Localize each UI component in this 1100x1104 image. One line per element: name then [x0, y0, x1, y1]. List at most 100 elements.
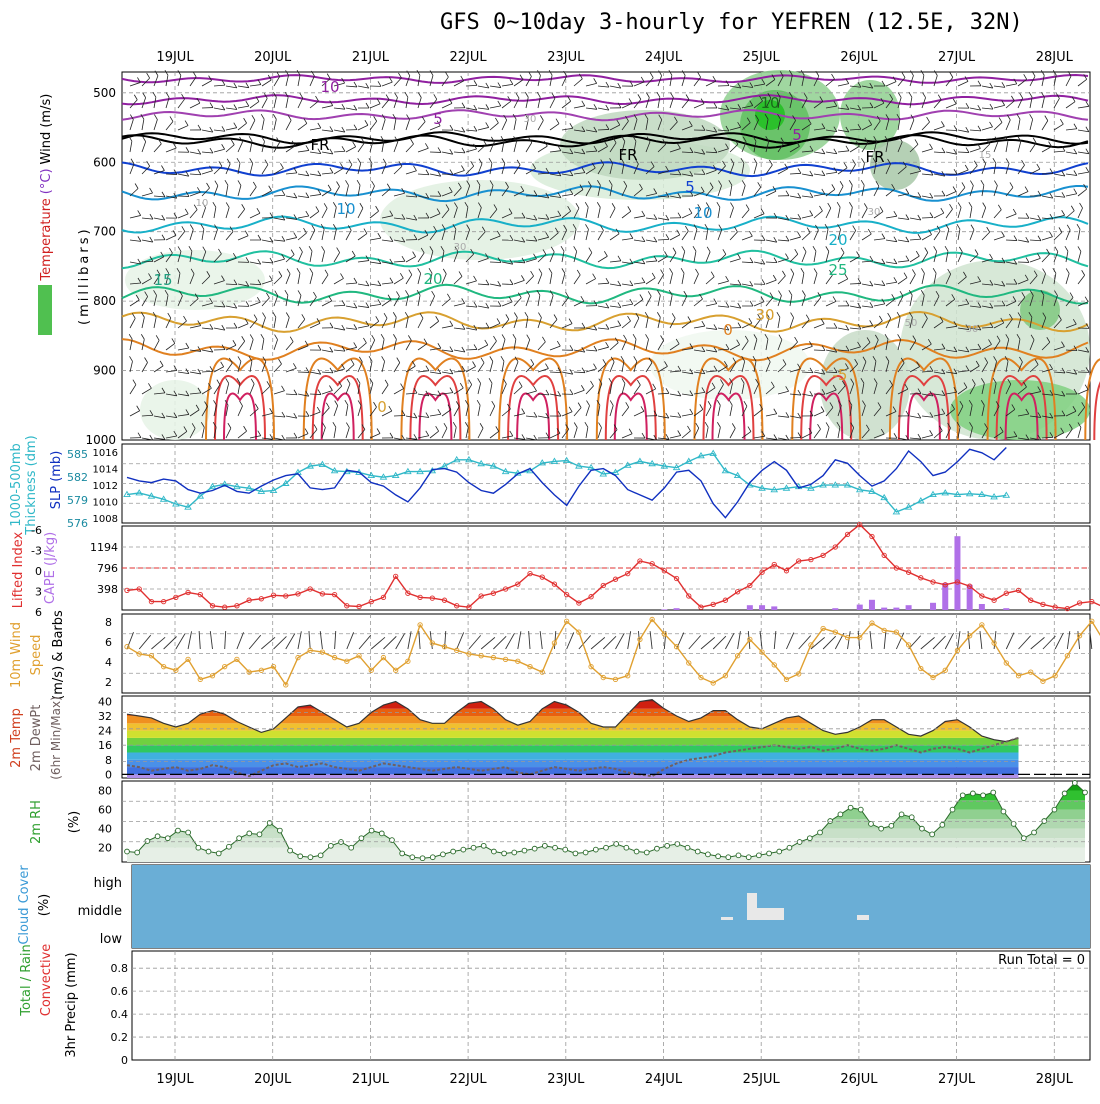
barb	[490, 262, 501, 263]
surface-barb	[725, 633, 734, 649]
barb	[286, 394, 297, 395]
barb-flag	[238, 180, 241, 185]
barb-flag	[294, 433, 297, 438]
slp-tick: 1010	[93, 498, 118, 509]
barb	[226, 383, 229, 394]
barb	[766, 280, 776, 284]
barb-flag	[762, 235, 765, 240]
barb-flag	[832, 74, 835, 79]
barb	[814, 273, 817, 284]
rh-point	[665, 843, 670, 848]
barb	[214, 130, 225, 131]
barb-flag	[682, 70, 685, 75]
barb-flag	[732, 423, 735, 428]
barb-flag	[474, 344, 477, 349]
surface-barb	[786, 633, 793, 649]
barb	[154, 366, 163, 372]
barb	[994, 236, 1004, 240]
barb-flag	[646, 93, 649, 98]
bottom-date-label: 22JUL	[450, 1072, 488, 1087]
barb	[910, 120, 914, 130]
barb	[1078, 79, 1087, 86]
surface-barb	[518, 631, 521, 649]
barb	[562, 297, 569, 306]
dewpt-ylabel-line: 2m DewPt	[29, 705, 44, 772]
surface-barb	[980, 631, 982, 649]
barb-flag	[594, 346, 597, 351]
barb	[358, 125, 368, 130]
barb-flag	[502, 334, 505, 339]
lifted-ylabel-line: Lifted Index	[11, 531, 26, 608]
barb	[226, 145, 234, 152]
barb	[754, 262, 765, 264]
rh-ylabel: 2m RH	[29, 800, 44, 844]
barb	[202, 328, 213, 329]
barb	[766, 262, 777, 263]
barb-flag	[730, 203, 733, 208]
barb-flag	[510, 79, 513, 84]
barb	[1042, 75, 1044, 86]
barb-flag	[870, 302, 873, 307]
barb	[682, 213, 692, 218]
barb-flag	[549, 268, 552, 273]
wind-ylabel: 10m Wind	[9, 622, 24, 688]
barb-flag	[1017, 114, 1020, 119]
barb-flag	[966, 103, 969, 108]
barb	[790, 196, 801, 198]
barb	[322, 208, 327, 218]
barb-flag	[585, 224, 588, 229]
barb	[214, 328, 225, 330]
barb	[286, 196, 297, 198]
barb	[826, 427, 829, 438]
rh-point	[807, 836, 812, 841]
barb-flag	[396, 291, 399, 296]
barb-flag	[417, 70, 420, 75]
barb	[190, 174, 201, 175]
barb	[634, 318, 639, 328]
barb	[358, 86, 369, 88]
barb	[334, 386, 342, 394]
cloud-units: (%)	[37, 894, 52, 917]
barb	[154, 196, 165, 197]
barb-flag	[593, 364, 596, 369]
barb	[418, 273, 421, 284]
barb	[898, 278, 907, 284]
barb-flag	[1080, 203, 1083, 208]
barb	[730, 259, 740, 262]
barb-flag	[478, 378, 481, 383]
barb-flag	[186, 343, 189, 348]
rh-point	[1042, 819, 1047, 824]
barb-flag	[748, 427, 751, 432]
barb	[742, 432, 751, 438]
barb-flag	[168, 313, 171, 318]
barb-flag	[382, 356, 385, 361]
barb	[190, 326, 201, 328]
barb	[586, 328, 597, 330]
barb-flag	[387, 184, 390, 189]
cape-bar	[1003, 608, 1009, 610]
barb-flag	[405, 312, 408, 317]
temp-tick: 16	[98, 739, 112, 752]
barb-flag	[246, 101, 249, 106]
rh-tick: 20	[98, 842, 112, 855]
barb-flag	[870, 320, 873, 325]
barb	[610, 208, 615, 218]
barb	[994, 142, 998, 152]
barb-flag	[294, 233, 297, 238]
ylabel-units: (millibars)	[77, 226, 92, 325]
barb	[178, 372, 189, 374]
barb	[1054, 196, 1065, 197]
barb	[346, 384, 350, 394]
isotherm-label: 15	[979, 150, 992, 161]
barb	[802, 196, 813, 197]
barb-flag	[918, 234, 921, 239]
barb	[886, 262, 897, 264]
rh-point	[420, 856, 425, 861]
precip-tick: 0.6	[111, 985, 129, 998]
barb	[370, 211, 379, 218]
barb	[766, 414, 777, 416]
rh-point	[288, 848, 293, 853]
barb	[202, 229, 204, 240]
barb	[346, 328, 357, 329]
surface-barb	[1006, 633, 1014, 649]
